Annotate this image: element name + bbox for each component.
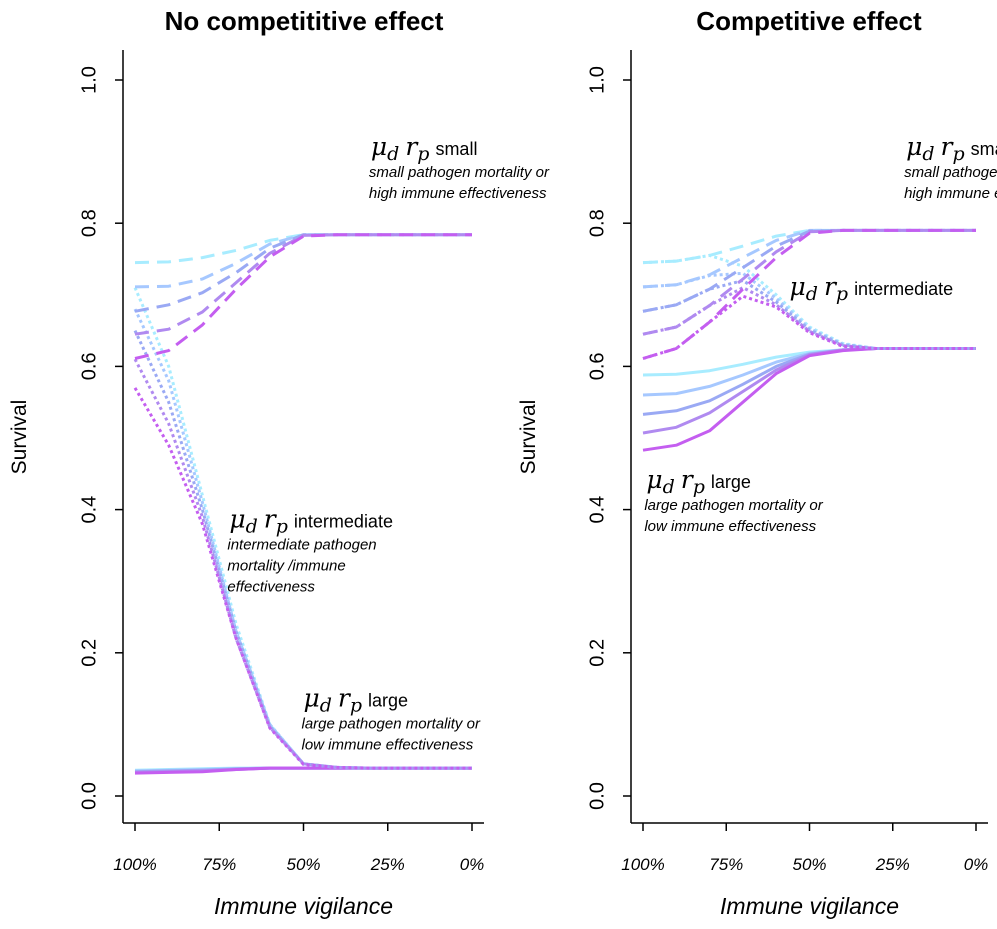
series-line-small-0 <box>642 228 976 265</box>
series-line-intermediate-7 <box>642 279 976 350</box>
p-subscript: p <box>952 143 964 165</box>
series-line-intermediate-5 <box>133 287 472 770</box>
series-line-small-4 <box>642 228 976 360</box>
mu-symbol: μ <box>790 272 806 301</box>
annotation-word: large <box>711 472 751 492</box>
mu-symbol: μ <box>229 505 245 534</box>
y-tick-label: 0.2 <box>78 639 100 667</box>
annotation-description: low immune effectiveness <box>644 518 816 535</box>
r-symbol: r <box>338 684 352 713</box>
x-tick-label: 75% <box>709 855 743 874</box>
panel-title: Competitive effect <box>696 6 922 36</box>
r-symbol: r <box>681 465 695 494</box>
annotation-label: μd rp large <box>304 684 409 717</box>
x-tick-label: 25% <box>875 855 910 874</box>
annotation-description: intermediate pathogen <box>227 537 376 554</box>
y-tick-label: 1.0 <box>78 66 100 94</box>
series-line-intermediate-8 <box>133 358 472 770</box>
x-tick-label: 75% <box>202 855 236 874</box>
series-line-small-3 <box>134 233 472 336</box>
annotation-description: large pathogen mortality or <box>302 716 481 733</box>
y-tick-label: 0.2 <box>586 639 608 667</box>
annotation-description: small pathogen mortality or <box>904 164 997 181</box>
y-axis-label: Survival <box>8 400 31 475</box>
series-line-large-14 <box>642 347 976 452</box>
x-tick-label: 100% <box>113 855 156 874</box>
annotation-description: effectiveness <box>227 579 315 596</box>
y-tick-label: 1.0 <box>586 66 608 94</box>
y-tick-label: 0.8 <box>78 209 100 237</box>
r-symbol: r <box>405 132 419 161</box>
y-tick-label: 0.6 <box>78 352 100 380</box>
x-axis-label: Immune vigilance <box>214 893 393 919</box>
mu-symbol: μ <box>906 132 922 161</box>
p-subscript: p <box>836 283 848 305</box>
x-tick-label: 0% <box>964 855 989 874</box>
mu-symbol: μ <box>646 465 662 494</box>
mu-symbol: μ <box>371 132 387 161</box>
annotation-description: high immune effectiveness <box>369 185 547 202</box>
series-line-intermediate-8 <box>642 286 976 350</box>
annotation-description: high immune effectiveness <box>904 185 997 202</box>
r-symbol: r <box>940 132 954 161</box>
annotation-label: μd rp intermediate <box>790 272 954 305</box>
x-tick-label: 25% <box>370 855 405 874</box>
y-tick-label: 0.8 <box>586 209 608 237</box>
annotation-description: low immune effectiveness <box>302 737 474 754</box>
series-line-small-0 <box>134 233 472 265</box>
r-symbol: r <box>824 272 838 301</box>
series-line-intermediate-9 <box>133 387 472 770</box>
annotation-label: μd rp intermediate <box>229 505 393 538</box>
annotation-label: μd rp large <box>646 465 751 498</box>
p-subscript: p <box>350 694 362 716</box>
d-subscript: d <box>320 694 332 716</box>
annotation-word: intermediate <box>854 279 953 299</box>
x-tick-label: 100% <box>621 855 664 874</box>
y-axis-label: Survival <box>517 400 540 475</box>
panel-1: Competitive effect 0.0 0.2 0.4 0.6 0.8 1.0 100%… <box>517 6 997 919</box>
annotation-word: small <box>971 139 997 159</box>
annotation-description: mortality /immune <box>227 558 345 575</box>
annotation-word: intermediate <box>294 512 393 532</box>
y-tick-label: 0.0 <box>586 782 608 810</box>
y-tick-label: 0.0 <box>78 782 100 810</box>
y-tick-label: 0.4 <box>78 496 100 524</box>
annotation-word: small <box>435 139 477 159</box>
panel-title: No competititive effect <box>165 6 444 36</box>
y-tick-label: 0.6 <box>586 352 608 380</box>
series-line-large-12 <box>642 347 976 416</box>
p-subscript: p <box>693 476 705 498</box>
annotation-description: small pathogen mortality or <box>369 164 550 181</box>
d-subscript: d <box>663 476 675 498</box>
y-tick-label: 0.4 <box>586 496 608 524</box>
panel-0: No competititive effect 0.0 0.2 0.4 0.6 0.8 1.… <box>8 6 550 919</box>
x-tick-label: 50% <box>286 855 320 874</box>
x-tick-label: 0% <box>460 855 485 874</box>
series-line-small-4 <box>134 233 472 360</box>
annotation-word: large <box>368 691 408 711</box>
annotation-description: large pathogen mortality or <box>644 497 823 514</box>
x-axis-label: Immune vigilance <box>720 893 899 919</box>
d-subscript: d <box>806 283 818 305</box>
p-subscript: p <box>417 143 429 165</box>
p-subscript: p <box>276 515 288 537</box>
d-subscript: d <box>922 143 934 165</box>
series-line-small-2 <box>134 233 472 313</box>
mu-symbol: μ <box>304 684 320 713</box>
d-subscript: d <box>387 143 399 165</box>
x-tick-label: 50% <box>792 855 826 874</box>
d-subscript: d <box>246 515 258 537</box>
r-symbol: r <box>264 505 278 534</box>
